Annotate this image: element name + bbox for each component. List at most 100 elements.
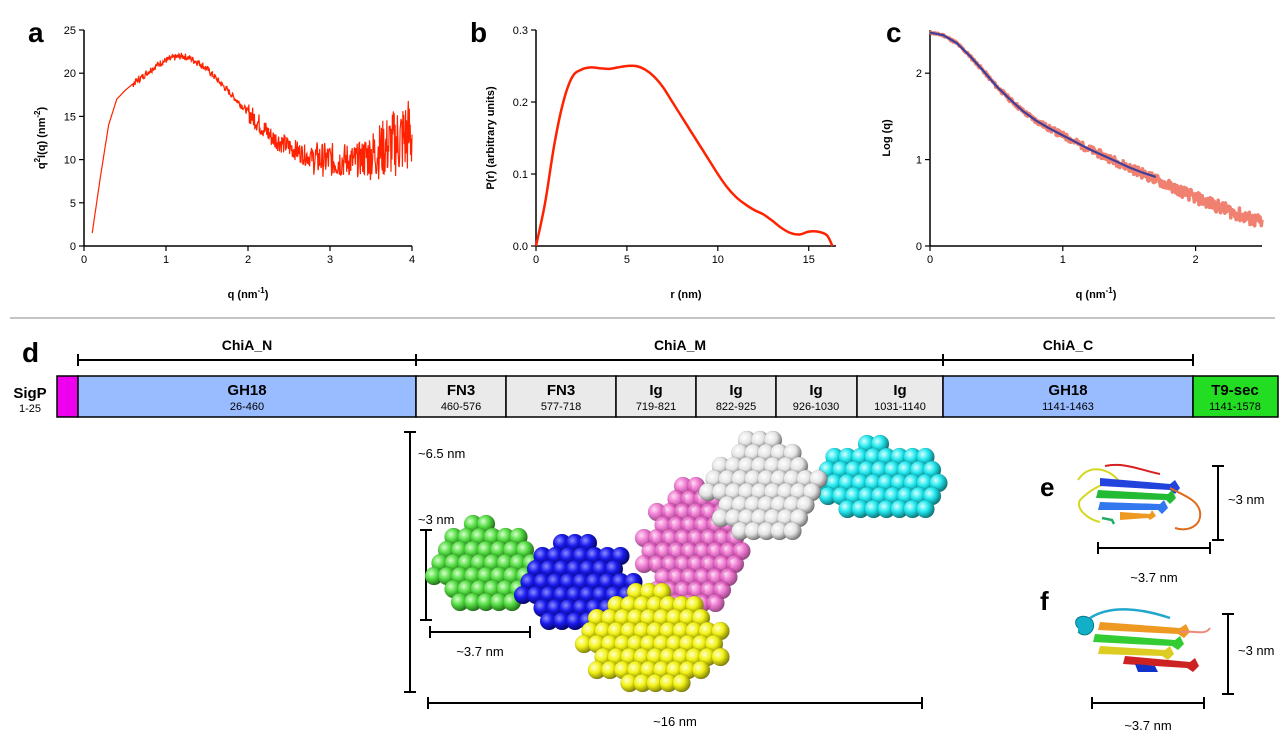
domain-range-8: 1141-1578 (1209, 401, 1261, 413)
x-axis-label-sup: -1 (1106, 286, 1114, 295)
x-tick-label: 1 (163, 254, 169, 266)
y-axis-label: q2I(q) (nm-2) (33, 107, 48, 170)
domain-name-4: Ig (729, 382, 742, 399)
domain-box-7 (942, 375, 1194, 418)
domain-name-1: FN3 (447, 382, 475, 399)
label-total-length: ~16 nm (653, 714, 697, 729)
domain-name-7: GH18 (1048, 382, 1087, 399)
label-e-height: ~3 nm (1228, 492, 1265, 507)
domain-name-3: Ig (649, 382, 662, 399)
series-experimental (928, 30, 1264, 228)
domain-box-6 (856, 375, 944, 418)
panel-label-f: f (1040, 586, 1049, 616)
label-f-height: ~3 nm (1238, 643, 1275, 658)
y-tick-label: 0 (70, 241, 76, 253)
y-tick-label: 0.2 (513, 97, 528, 109)
sigp-label: SigP (13, 385, 46, 402)
ribbon-structure-e (1077, 464, 1202, 531)
sphere (711, 647, 730, 667)
x-axis-label-sup: -1 (258, 286, 266, 295)
y-axis-label: P(r) (arbitrary units) (485, 86, 497, 190)
x-tick-label: 0 (927, 254, 933, 266)
x-tick-label: 3 (327, 254, 333, 266)
domain-bar: GH18 26-460 FN3 460-576 FN3 577-718 Ig 7… (56, 375, 1279, 418)
sigp-range: 1-25 (19, 403, 41, 415)
x-axis-label: q (nm-1) (228, 286, 269, 301)
x-tick-label: 10 (712, 254, 724, 266)
x-axis-label: r (nm) (670, 289, 702, 301)
series-fit (929, 31, 1157, 178)
label-model-height: ~6.5 nm (418, 446, 465, 461)
chart-b: 0 5 10 15 0.0 0.1 0.2 0.3 r (nm) P(r) (arbitrary … (485, 25, 836, 301)
y-axis-label-sup2: -2 (33, 110, 42, 118)
x-tick-label: 0 (81, 254, 87, 266)
y-axis-label: Log (q) (881, 119, 893, 157)
panel-label-d: d (22, 337, 39, 368)
domain-box-2 (505, 375, 617, 418)
x-tick-label: 1 (1060, 254, 1066, 266)
domain-name-8: T9-sec (1211, 382, 1259, 399)
panel-label-c: c (886, 17, 902, 48)
sphere (691, 660, 711, 680)
ribbon-structure-f (1075, 608, 1211, 672)
domain-box-8 (1192, 375, 1279, 418)
domain-range-0: 26-460 (230, 401, 264, 413)
label-domain-height: ~3 nm (418, 512, 455, 527)
structure-dimension-bars (1091, 465, 1234, 709)
domain-range-4: 822-925 (716, 401, 756, 413)
domain-range-1: 460-576 (441, 401, 481, 413)
y-tick-label: 25 (64, 25, 76, 37)
label-e-width: ~3.7 nm (1130, 570, 1177, 585)
domain-name-5: Ig (809, 382, 822, 399)
label-domain-width: ~3.7 nm (456, 644, 503, 659)
y-tick-label: 20 (64, 68, 76, 80)
bracket-label-chia-n: ChiA_N (222, 337, 273, 353)
x-tick-label: 2 (1193, 254, 1199, 266)
y-tick-label: 0 (916, 241, 922, 253)
domain-name-2: FN3 (547, 382, 575, 399)
sphere-model (424, 430, 948, 693)
bracket-label-chia-c: ChiA_C (1043, 337, 1094, 353)
domain-box-sigp (56, 375, 79, 418)
x-tick-label: 4 (409, 254, 415, 266)
y-axis-label-mid: I(q) (nm (36, 117, 48, 158)
x-tick-label: 15 (803, 254, 815, 266)
domain-range-5: 926-1030 (793, 401, 840, 413)
y-tick-label: 5 (70, 198, 76, 210)
x-axis-label: q (nm-1) (1076, 286, 1117, 301)
y-tick-label: 0.0 (513, 241, 528, 253)
x-tick-label: 2 (245, 254, 251, 266)
sphere (672, 673, 691, 693)
domain-range-2: 577-718 (541, 401, 581, 413)
domain-box-1 (415, 375, 507, 418)
y-axis-label-sup: 2 (33, 157, 42, 162)
chart-c: 0 1 2 0 1 2 q (nm-1) Log (q) (881, 30, 1264, 301)
y-tick-label: 10 (64, 155, 76, 167)
sphere (706, 593, 725, 613)
domain-box-5 (775, 375, 858, 418)
domain-name-0: GH18 (227, 382, 266, 399)
y-tick-label: 0.3 (513, 25, 528, 37)
domain-name-6: Ig (893, 382, 906, 399)
y-tick-label: 0.1 (513, 169, 528, 181)
domain-brackets (77, 354, 1194, 366)
x-tick-label: 5 (624, 254, 630, 266)
domain-box-3 (615, 375, 697, 418)
y-tick-label: 2 (916, 68, 922, 80)
bracket-label-chia-m: ChiA_M (654, 337, 706, 353)
domain-range-6: 1031-1140 (874, 401, 926, 413)
x-tick-label: 0 (533, 254, 539, 266)
domain-range-7: 1141-1463 (1042, 401, 1094, 413)
series-line (534, 64, 834, 247)
x-axis-label-end: ) (1113, 289, 1117, 301)
panel-label-b: b (470, 17, 487, 48)
x-axis-label-end: ) (265, 289, 269, 301)
y-tick-label: 15 (64, 111, 76, 123)
y-axis-label-pre: q (36, 162, 48, 169)
sphere (783, 521, 802, 541)
domain-range-3: 719-821 (636, 401, 676, 413)
series-line (91, 52, 413, 234)
y-tick-label: 1 (916, 155, 922, 167)
